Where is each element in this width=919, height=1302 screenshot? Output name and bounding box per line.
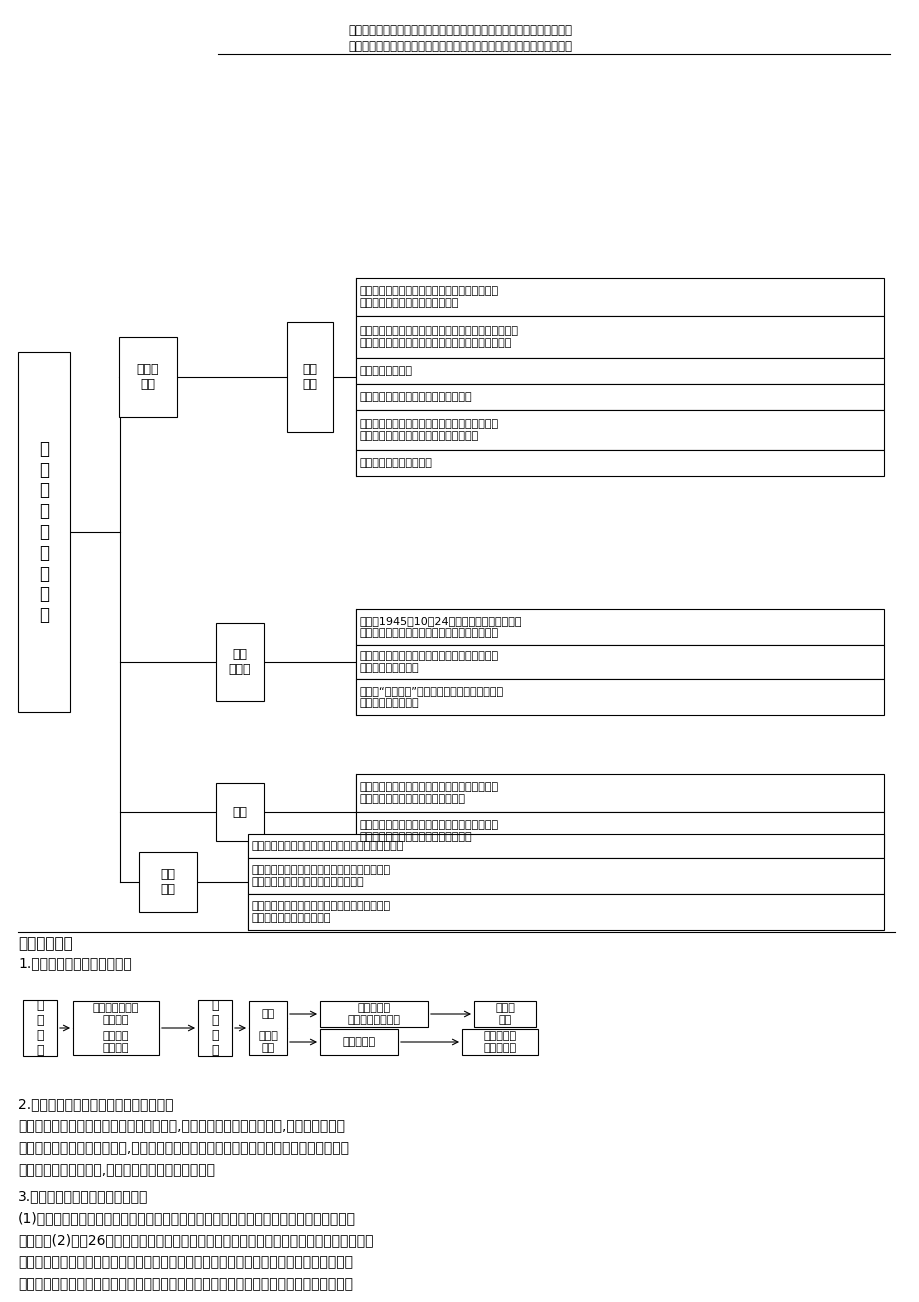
FancyBboxPatch shape	[356, 358, 883, 384]
Text: 经
济
危
机: 经 济 危 机	[36, 999, 44, 1057]
Text: 1.经济危机后各国的发展道路: 1.经济危机后各国的发展道路	[18, 956, 131, 970]
Text: 渡过了
危机: 渡过了 危机	[494, 1004, 515, 1025]
Text: 的统一。(2)它把26个不同社会制度、不同意识形态、不同种族、不同语言、不同宗教信仰、: 的统一。(2)它把26个不同社会制度、不同意识形态、不同种族、不同语言、不同宗教…	[18, 1233, 373, 1247]
FancyBboxPatch shape	[248, 835, 883, 858]
FancyBboxPatch shape	[18, 352, 70, 712]
FancyBboxPatch shape	[356, 384, 883, 410]
Text: 走上对外侵
略扩张道路: 走上对外侵 略扩张道路	[482, 1031, 516, 1053]
Text: 宗旨：维护国际和平与安全，加强国际合作，促
进全球经济社会发展: 宗旨：维护国际和平与安全，加强国际合作，促 进全球经济社会发展	[359, 651, 499, 673]
FancyBboxPatch shape	[356, 812, 883, 850]
Text: 日本领土限制在四个岛屿及若干小岛，退出一战以来在
太平洋区域所占的一切岛屿以及其窃取于中国的领土: 日本领土限制在四个岛屿及若干小岛，退出一战以来在 太平洋区域所占的一切岛屿以及其…	[359, 327, 518, 348]
Text: 承认朝鲜最终独立: 承认朝鲜最终独立	[359, 366, 413, 376]
FancyBboxPatch shape	[216, 783, 264, 841]
Text: (1)《联合国家宣言》极大地丰富了国际关系理论，体现了目标原则、共存原则、灵活原则: (1)《联合国家宣言》极大地丰富了国际关系理论，体现了目标原则、共存原则、灵活原…	[18, 1211, 356, 1225]
FancyBboxPatch shape	[216, 622, 264, 700]
FancyBboxPatch shape	[23, 1000, 57, 1056]
Text: 雅尔塔
体系: 雅尔塔 体系	[137, 363, 159, 391]
Text: 法西斯专政: 法西斯专政	[342, 1036, 375, 1047]
Text: 和波茨坦等地召开会议，缔结了一系列条约和协定，建立了战后国际秩序: 和波茨坦等地召开会议，缔结了一系列条约和协定，建立了战后国际秩序	[347, 40, 572, 53]
Text: 积极：以建立和维护世界和平为主要目标，提倡
不同社会制度国家之间的共处与合作: 积极：以建立和维护世界和平为主要目标，提倡 不同社会制度国家之间的共处与合作	[359, 783, 499, 803]
FancyBboxPatch shape	[248, 894, 883, 930]
FancyBboxPatch shape	[198, 1000, 232, 1056]
Text: 美苏空前强大，美国成为世界第一经济、政治和
军事强国；苏联在战争中赢得很高威望: 美苏空前强大，美国成为世界第一经济、政治和 军事强国；苏联在战争中赢得很高威望	[252, 866, 391, 887]
FancyBboxPatch shape	[139, 852, 197, 911]
Text: 美国: 美国	[261, 1009, 275, 1019]
Text: 罗斯福新政
（国家干预经济）: 罗斯福新政 （国家干预经济）	[347, 1004, 400, 1025]
Text: 3.《联合国家宣言》的划时代意义: 3.《联合国家宣言》的划时代意义	[18, 1189, 148, 1203]
Text: 斯上台是民主政治结出的恶果,充分说明民主制度也不是万能的。而日本法西斯势力则是通: 斯上台是民主政治结出的恶果,充分说明民主制度也不是万能的。而日本法西斯势力则是通	[18, 1141, 348, 1155]
FancyBboxPatch shape	[356, 279, 883, 316]
FancyBboxPatch shape	[356, 410, 883, 450]
Text: 评价: 评价	[233, 806, 247, 819]
FancyBboxPatch shape	[287, 322, 333, 432]
FancyBboxPatch shape	[248, 858, 883, 894]
Text: 欧洲在二战中遭受致命打击，各强国力受到严重消耗: 欧洲在二战中遭受致命打击，各强国力受到严重消耗	[252, 841, 404, 852]
Text: 战
后
国
际
秩
序
的
建
立: 战 后 国 际 秩 序 的 建 立	[39, 440, 49, 624]
FancyBboxPatch shape	[119, 337, 176, 417]
FancyBboxPatch shape	[473, 1001, 536, 1027]
FancyBboxPatch shape	[356, 316, 883, 358]
Text: 德国法西斯是纳粹党通过议会选举而上台的,其取得政权的途径是合法的,可以说德国法西: 德国法西斯是纳粹党通过议会选举而上台的,其取得政权的途径是合法的,可以说德国法西	[18, 1118, 345, 1133]
Text: 2.误区警示：德日法西斯上台的不同原因: 2.误区警示：德日法西斯上台的不同原因	[18, 1098, 174, 1111]
Text: 成立
联合国: 成立 联合国	[229, 648, 251, 676]
FancyBboxPatch shape	[320, 1029, 398, 1055]
FancyBboxPatch shape	[461, 1029, 538, 1055]
Text: 建立：二战中后期，反法西斯同盟国的首脑相继在开罗、德黑兰、雅尔塔: 建立：二战中后期，反法西斯同盟国的首脑相继在开罗、德黑兰、雅尔塔	[347, 23, 572, 36]
Text: 审判战犯，肃清法西斯主义和军国主义: 审判战犯，肃清法西斯主义和军国主义	[359, 392, 472, 402]
Text: 美、苏、英划分势力范围: 美、苏、英划分势力范围	[359, 458, 433, 467]
Text: 德国、
日本: 德国、 日本	[258, 1031, 278, 1053]
Text: 对德、日、意的殖民地及国联的委任统治地实行
托管，原则上承认被压迫民族的独立权利: 对德、日、意的殖民地及国联的委任统治地实行 托管，原则上承认被压迫民族的独立权利	[359, 419, 499, 441]
FancyBboxPatch shape	[356, 644, 883, 680]
Text: 自由放任
（失败）: 自由放任 （失败）	[103, 1031, 129, 1053]
FancyBboxPatch shape	[356, 609, 883, 644]
FancyBboxPatch shape	[356, 773, 883, 812]
Text: 主要
内容: 主要 内容	[302, 363, 317, 391]
FancyBboxPatch shape	[320, 1001, 427, 1027]
Text: 各
国
选
择: 各 国 选 择	[211, 999, 219, 1057]
Text: 成立：1945年10月24日成立，作为由主权国家
组成的国际组织，体现了二战后的国际政治秩序: 成立：1945年10月24日成立，作为由主权国家 组成的国际组织，体现了二战后的…	[359, 616, 522, 638]
Text: 局限：是大国相互妥协的产物，带有明显的强权
政治色彩，严重损害了一些国家的利益: 局限：是大国相互妥协的产物，带有明显的强权 政治色彩，严重损害了一些国家的利益	[359, 820, 499, 842]
Text: 过武装暴动取得政权的,是日本代议制不成熟的表现。: 过武装暴动取得政权的,是日本代议制不成熟的表现。	[18, 1163, 215, 1177]
FancyBboxPatch shape	[249, 1001, 287, 1055]
FancyBboxPatch shape	[73, 1001, 159, 1055]
Text: 【名师点拨】: 【名师点拨】	[18, 936, 73, 950]
FancyBboxPatch shape	[356, 680, 883, 715]
Text: 二战的结束成为国际格局从欧洲中心走向美苏对
峙的两极格局的真正转折点: 二战的结束成为国际格局从欧洲中心走向美苏对 峙的两极格局的真正转折点	[252, 901, 391, 923]
Text: 二战
影响: 二战 影响	[160, 868, 176, 896]
Text: 重新确定欧亚国家的版图，德国由美、苏、英、
法分区占领，日本由美国单独占领: 重新确定欧亚国家的版图，德国由美、苏、英、 法分区占领，日本由美国单独占领	[359, 286, 499, 307]
Text: 军事、经济大联合，大大加强了反法西斯的力量，改变了敌我力量的对比，为反法西斯国家: 军事、经济大联合，大大加强了反法西斯的力量，改变了敌我力量的对比，为反法西斯国家	[18, 1277, 353, 1292]
Text: 原则：“大国一致”，使和平解决争端和制裁侵略
具有更强的可操作性: 原则：“大国一致”，使和平解决争端和制裁侵略 具有更强的可操作性	[359, 686, 504, 708]
Text: 经济萧条，社会
矛盾激化: 经济萧条，社会 矛盾激化	[93, 1004, 139, 1025]
FancyBboxPatch shape	[356, 450, 883, 477]
Text: 不同肤色的国家集合在打败法西斯的共同目标和旗帜下，实现了一切反法西斯国家的政治、: 不同肤色的国家集合在打败法西斯的共同目标和旗帜下，实现了一切反法西斯国家的政治、	[18, 1255, 353, 1269]
